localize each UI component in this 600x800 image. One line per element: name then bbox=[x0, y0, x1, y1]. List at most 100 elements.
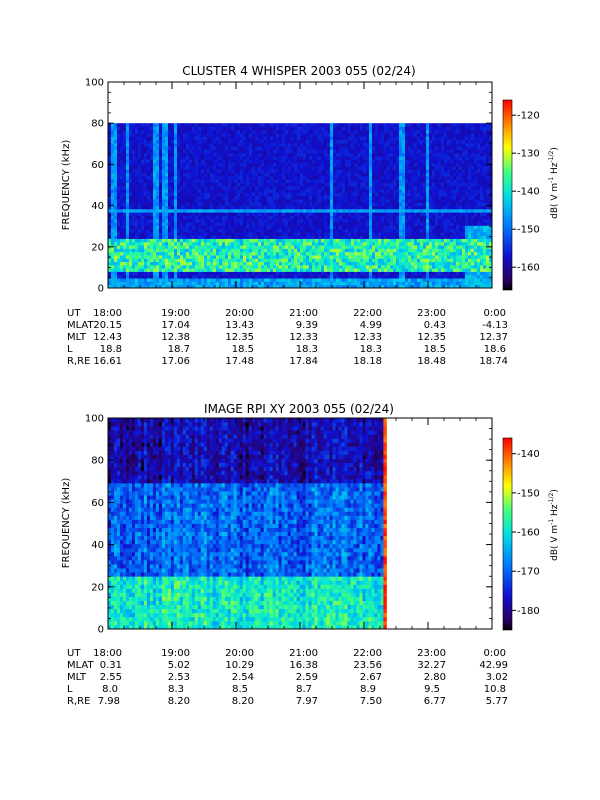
spectrogram-cell bbox=[405, 238, 409, 243]
spectrogram-cell bbox=[345, 271, 349, 276]
spectrogram-cell bbox=[150, 185, 154, 190]
spectrogram-cell bbox=[189, 142, 193, 147]
spectrogram-cell bbox=[159, 182, 163, 187]
spectrogram-cell bbox=[222, 212, 226, 216]
spectrogram-cell bbox=[387, 212, 391, 216]
spectrogram-cell bbox=[180, 179, 184, 183]
spectrogram-cell bbox=[273, 231, 277, 236]
spectrogram-cell bbox=[366, 248, 370, 253]
spectrogram-cell bbox=[357, 238, 361, 243]
spectrogram-cell bbox=[228, 241, 232, 246]
spectrogram-cell bbox=[135, 208, 139, 213]
spectrogram-cell bbox=[144, 215, 148, 220]
spectrogram-cell bbox=[168, 179, 172, 183]
spectrogram-cell bbox=[369, 199, 373, 203]
spectrogram-cell bbox=[243, 123, 247, 127]
spectrogram-cell bbox=[156, 212, 160, 216]
spectrogram-cell bbox=[357, 162, 361, 167]
spectrogram-cell bbox=[351, 139, 355, 144]
spectrogram-cell bbox=[216, 129, 220, 134]
spectrogram-cell bbox=[240, 271, 244, 276]
spectrogram-cell bbox=[366, 235, 370, 239]
spectrogram-cell bbox=[120, 208, 124, 213]
spectrogram-cell bbox=[237, 159, 241, 164]
spectrogram-cell bbox=[384, 264, 388, 269]
spectrogram-cell bbox=[225, 152, 229, 157]
spectrogram-cell bbox=[135, 274, 139, 279]
spectrogram-cell bbox=[405, 251, 409, 256]
spectrogram-cell bbox=[123, 241, 127, 246]
spectrogram-cell bbox=[162, 238, 166, 243]
spectrogram-cell bbox=[285, 238, 289, 243]
spectrogram-cell bbox=[345, 218, 349, 223]
spectrogram-cell bbox=[402, 251, 406, 256]
spectrogram-cell bbox=[165, 172, 169, 177]
spectrogram-cell bbox=[177, 175, 181, 180]
spectrogram-cell bbox=[309, 202, 313, 206]
spectrogram-cell bbox=[180, 238, 184, 243]
spectrogram-cell bbox=[141, 281, 145, 286]
spectrogram-cell bbox=[204, 136, 208, 141]
spectrogram-cell bbox=[360, 169, 364, 174]
spectrogram-cell bbox=[330, 212, 334, 216]
spectrogram-cell bbox=[357, 258, 361, 263]
spectrogram-cell bbox=[351, 208, 355, 213]
spectrogram-cell bbox=[387, 241, 391, 246]
spectrogram-cell bbox=[318, 152, 322, 157]
spectrogram-cell bbox=[402, 172, 406, 177]
spectrogram-cell bbox=[345, 152, 349, 157]
spectrogram-cell bbox=[351, 274, 355, 279]
spectrogram-cell bbox=[111, 156, 115, 160]
spectrogram-cell bbox=[360, 245, 364, 249]
spectrogram-cell bbox=[372, 261, 376, 266]
spectrogram-cell bbox=[159, 129, 163, 134]
spectrogram-cell bbox=[126, 248, 130, 253]
spectrogram-cell bbox=[357, 202, 361, 206]
spectrogram-cell bbox=[249, 222, 253, 226]
spectrogram-cell bbox=[324, 271, 328, 276]
spectrogram-cell bbox=[201, 199, 205, 203]
spectrogram-cell bbox=[336, 278, 340, 282]
spectrogram-cell bbox=[192, 208, 196, 213]
spectrogram-cell bbox=[213, 136, 217, 141]
spectrogram-cell bbox=[117, 258, 121, 263]
spectrogram-cell bbox=[318, 231, 322, 236]
spectrogram-cell bbox=[108, 284, 112, 289]
spectrogram-cell bbox=[348, 182, 352, 187]
spectrogram-cell bbox=[216, 166, 220, 170]
spectrogram-cell bbox=[360, 159, 364, 164]
spectrogram-cell bbox=[339, 208, 343, 213]
spectrogram-cell bbox=[330, 278, 334, 282]
spectrogram-cell bbox=[396, 251, 400, 256]
spectrogram-cell bbox=[171, 123, 175, 127]
spectrogram-cell bbox=[399, 169, 403, 174]
spectrogram-cell bbox=[309, 222, 313, 226]
spectrogram-cell bbox=[159, 192, 163, 197]
spectrogram-cell bbox=[393, 212, 397, 216]
spectrogram-cell bbox=[207, 258, 211, 263]
spectrogram-cell bbox=[111, 281, 115, 286]
spectrogram-cell bbox=[390, 162, 394, 167]
spectrogram-cell bbox=[114, 274, 118, 279]
spectrogram-cell bbox=[258, 159, 262, 164]
spectrogram-cell bbox=[216, 149, 220, 154]
spectrogram-cell bbox=[330, 129, 334, 134]
spectrogram-cell bbox=[384, 179, 388, 183]
spectrogram-cell bbox=[192, 166, 196, 170]
spectrogram-cell bbox=[138, 205, 142, 210]
spectrogram-cell bbox=[132, 274, 136, 279]
spectrogram-cell bbox=[132, 248, 136, 253]
spectrogram-cell bbox=[174, 195, 178, 200]
spectrogram-cell bbox=[315, 142, 319, 147]
spectrogram-cell bbox=[315, 159, 319, 164]
spectrogram-cell bbox=[387, 159, 391, 164]
spectrogram-cell bbox=[321, 152, 325, 157]
spectrogram-cell bbox=[147, 271, 151, 276]
spectrogram-cell bbox=[234, 268, 238, 272]
spectrogram-cell bbox=[288, 208, 292, 213]
spectrogram-cell bbox=[324, 189, 328, 193]
spectrogram-cell bbox=[198, 179, 202, 183]
spectrogram-cell bbox=[405, 258, 409, 263]
spectrogram-cell bbox=[381, 159, 385, 164]
spectrogram-cell bbox=[108, 149, 112, 154]
